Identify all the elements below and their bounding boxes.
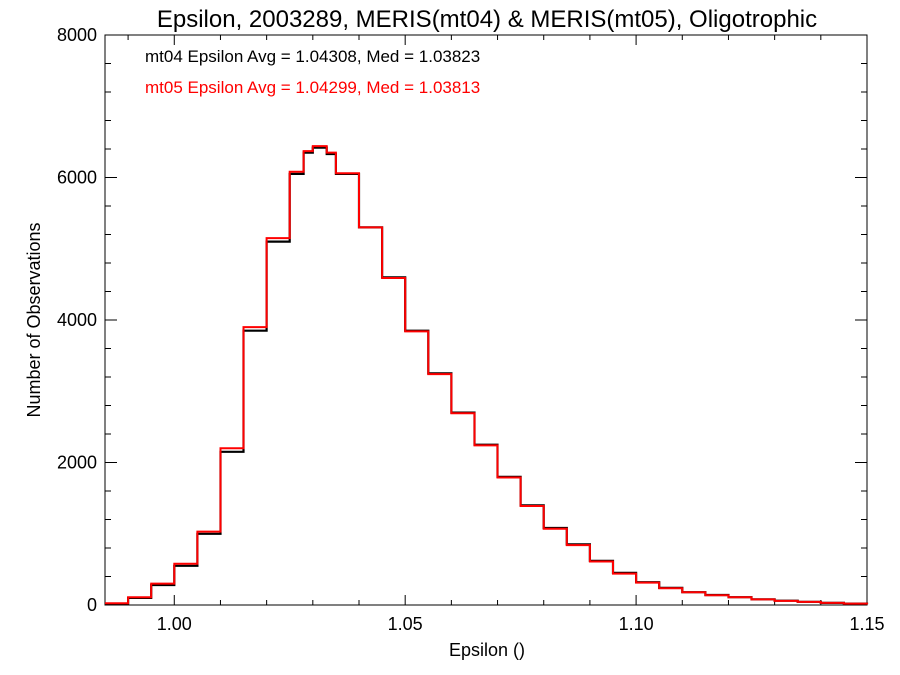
- series-layer: [105, 145, 869, 605]
- y-axis-ticks: 0 2000 4000 6000 8000: [57, 25, 867, 615]
- plot-frame: [104, 34, 868, 606]
- y-tick-label: 6000: [57, 168, 97, 188]
- series-line-mt05: [105, 145, 868, 605]
- x-tick-label: 1.15: [849, 614, 884, 634]
- x-tick-label: 1.10: [619, 614, 654, 634]
- mt05-stats-annotation: mt05 Epsilon Avg = 1.04299, Med = 1.0381…: [145, 78, 480, 97]
- chart-title: Epsilon, 2003289, MERIS(mt04) & MERIS(mt…: [157, 6, 817, 33]
- y-tick-label: 4000: [57, 310, 97, 330]
- x-axis-ticks: 1.00 1.05 1.10 1.15: [127, 35, 885, 634]
- y-tick-label: 2000: [57, 453, 97, 473]
- x-tick-label: 1.05: [388, 614, 423, 634]
- y-axis-label: Number of Observations: [24, 222, 44, 417]
- x-tick-label: 1.00: [157, 614, 192, 634]
- x-axis-label: Epsilon (): [449, 640, 525, 660]
- mt04-stats-annotation: mt04 Epsilon Avg = 1.04308, Med = 1.0382…: [145, 47, 480, 66]
- y-tick-label: 0: [87, 595, 97, 615]
- series-line-mt04: [105, 146, 869, 605]
- y-tick-label: 8000: [57, 25, 97, 45]
